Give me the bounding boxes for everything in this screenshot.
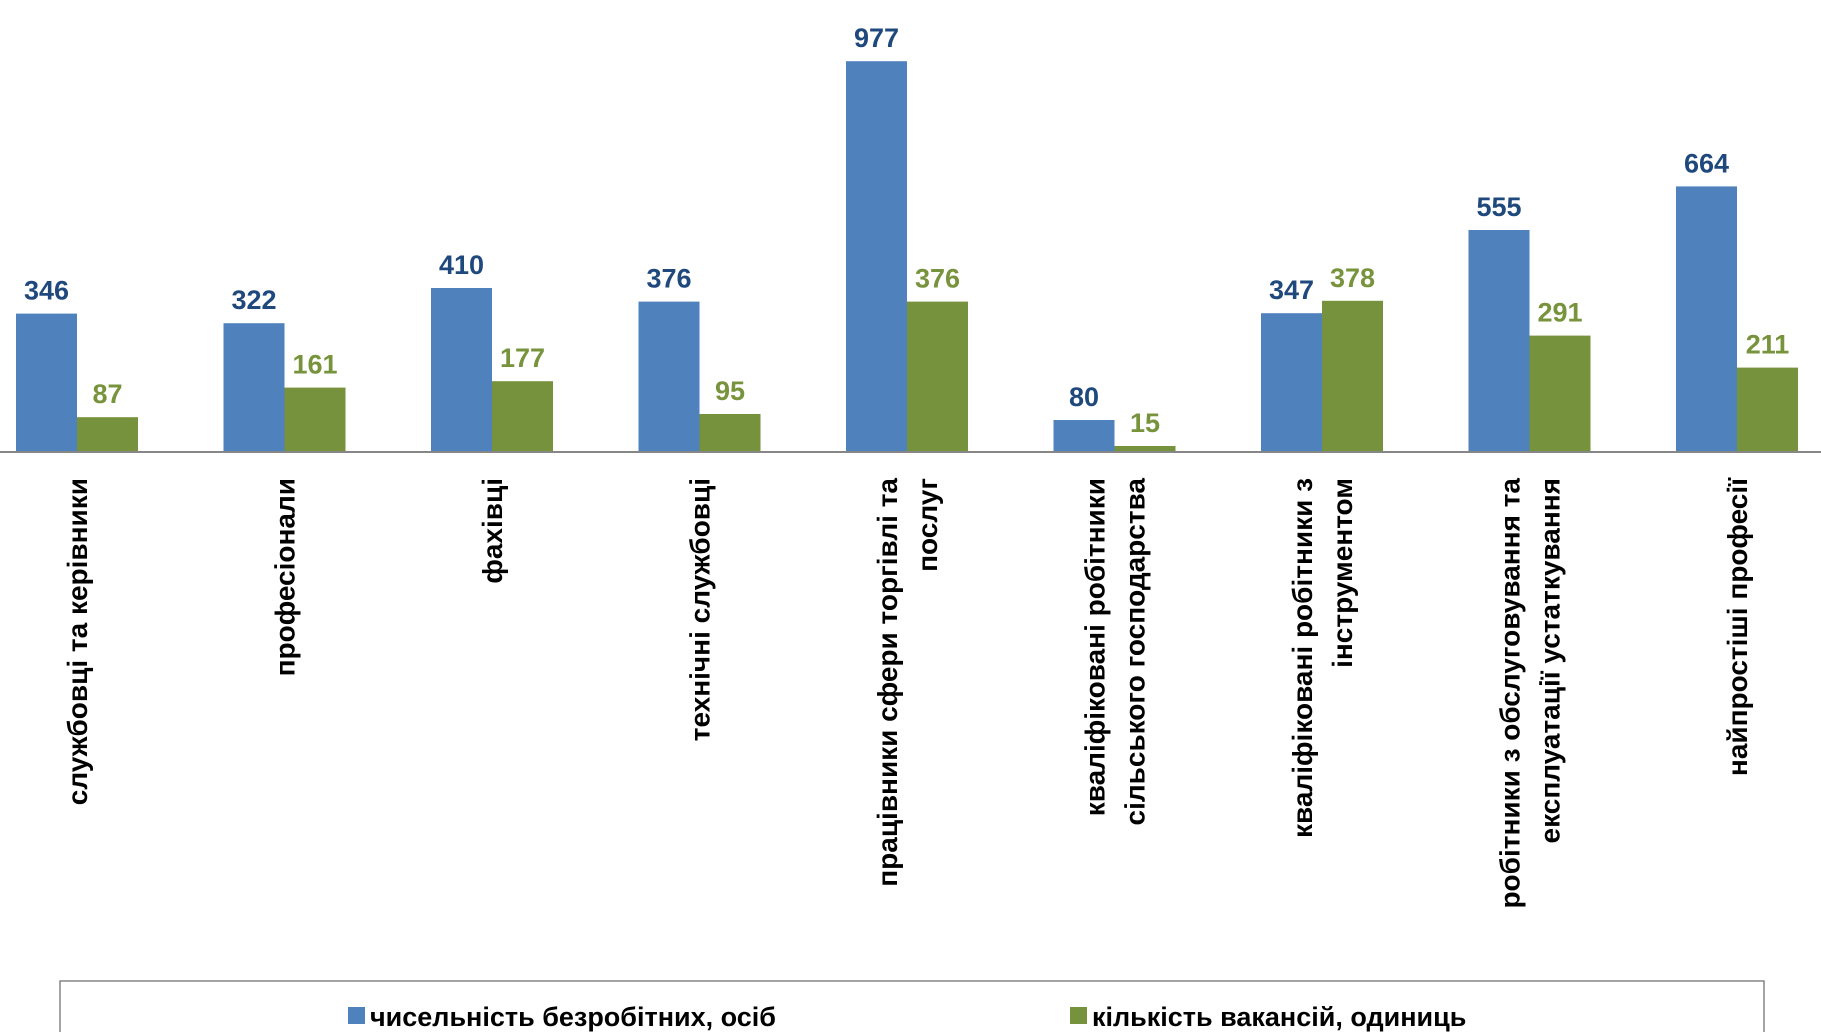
value-label-vacancies-1: 161	[292, 350, 337, 380]
bar-unemployed-6	[1261, 313, 1322, 452]
bar-vacancies-6	[1322, 300, 1383, 452]
category-label-line: професіонали	[270, 478, 301, 676]
category-label-line: інструментом	[1327, 478, 1358, 668]
legend-box	[59, 980, 1765, 1032]
bar-unemployed-3	[638, 301, 700, 452]
value-label-unemployed-0: 346	[24, 276, 69, 306]
value-labels-group: 346 87 322 161 410 177 376 95 977 376 80 15 347 378 55…	[24, 23, 1789, 438]
bar-unemployed-8	[1676, 186, 1737, 452]
value-label-unemployed-1: 322	[231, 285, 276, 315]
category-labels-group: службовці та керівники професіонали фахівц…	[62, 477, 1753, 909]
value-label-vacancies-4: 376	[915, 264, 960, 294]
category-label-5: кваліфіковані робітники сільського господ…	[1080, 478, 1151, 826]
bar-vacancies-2	[492, 381, 553, 452]
legend-swatch-unemployed	[348, 1007, 365, 1024]
bars-group	[16, 61, 1798, 452]
category-label-4: працівники сфери торгівлі та послуг	[872, 478, 943, 887]
value-label-vacancies-6: 378	[1330, 263, 1375, 293]
value-label-vacancies-5: 15	[1130, 408, 1160, 438]
category-label-0: службовці та керівники	[62, 478, 93, 805]
category-label-8: найпростіші професії	[1722, 477, 1753, 776]
value-label-vacancies-2: 177	[500, 343, 545, 373]
category-label-line: послуг	[912, 478, 943, 572]
value-label-unemployed-7: 555	[1476, 192, 1521, 222]
value-label-unemployed-3: 376	[646, 264, 691, 294]
legend-swatch-vacancies	[1070, 1007, 1087, 1024]
bar-vacancies-1	[284, 387, 346, 452]
value-label-unemployed-6: 347	[1269, 275, 1314, 305]
value-label-unemployed-2: 410	[439, 250, 484, 280]
bar-vacancies-8	[1737, 367, 1798, 452]
category-label-line: працівники сфери торгівлі та	[872, 478, 903, 887]
legend-label-unemployed: чисельність безробітних, осіб	[370, 1002, 776, 1032]
bar-unemployed-2	[431, 288, 492, 452]
value-label-vacancies-3: 95	[715, 376, 745, 406]
category-label-7: робітники з обслуговування та експлуатаці…	[1495, 478, 1566, 909]
bar-vacancies-4	[907, 301, 968, 452]
bar-vacancies-0	[77, 417, 138, 452]
category-label-line: кваліфіковані робітники	[1080, 478, 1111, 816]
category-label-2: фахівці	[477, 478, 508, 584]
category-label-line: найпростіші професії	[1722, 477, 1753, 776]
category-label-line: робітники з обслуговування та	[1495, 478, 1526, 909]
category-label-line: фахівці	[477, 478, 508, 584]
value-label-vacancies-8: 211	[1746, 330, 1790, 360]
legend-label-vacancies: кількість вакансій, одиниць	[1092, 1002, 1466, 1032]
legend: чисельність безробітних, осіб кількість …	[59, 980, 1765, 1032]
value-label-vacancies-0: 87	[92, 379, 122, 409]
bar-unemployed-4	[846, 61, 907, 452]
category-label-line: сільського господарства	[1120, 478, 1151, 826]
value-label-unemployed-8: 664	[1684, 148, 1729, 178]
category-label-line: експлуатації устаткування	[1535, 478, 1566, 843]
category-label-line: кваліфіковані робітники з	[1287, 478, 1318, 838]
value-label-unemployed-5: 80	[1069, 382, 1099, 412]
bar-unemployed-5	[1053, 420, 1115, 452]
value-label-unemployed-4: 977	[854, 23, 899, 53]
bar-unemployed-0	[16, 313, 77, 452]
bar-vacancies-7	[1529, 335, 1591, 452]
category-label-1: професіонали	[270, 478, 301, 676]
category-label-6: кваліфіковані робітники з інструментом	[1287, 478, 1358, 838]
bar-vacancies-5	[1114, 446, 1176, 452]
value-label-vacancies-7: 291	[1537, 298, 1582, 328]
bar-vacancies-3	[699, 414, 761, 452]
bar-unemployed-1	[223, 323, 285, 452]
category-label-line: службовці та керівники	[62, 478, 93, 805]
bar-unemployed-7	[1468, 230, 1530, 452]
category-label-3: технічні службовці	[685, 478, 716, 741]
category-label-line: технічні службовці	[685, 478, 716, 741]
